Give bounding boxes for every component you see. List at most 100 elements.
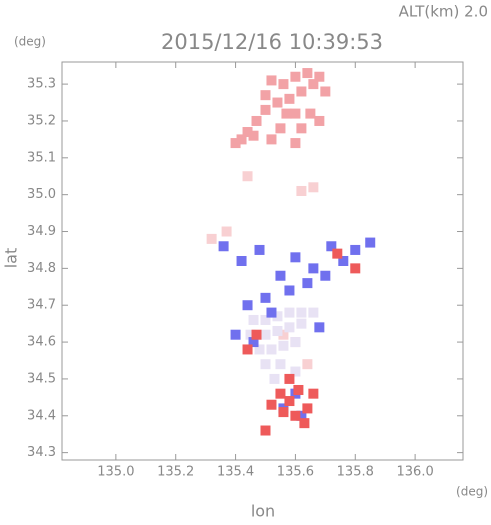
y-tick-label: 35.2	[27, 113, 56, 128]
echo-cell	[251, 115, 262, 126]
echo-cell	[275, 359, 286, 370]
echo-cell	[308, 182, 319, 193]
plot-frame	[61, 61, 464, 461]
echo-cell	[284, 93, 295, 104]
y-tick-label: 34.6	[27, 335, 56, 350]
x-unit: (deg)	[456, 485, 488, 499]
echo-cell	[284, 322, 295, 333]
x-tick-label: 135.2	[157, 465, 194, 480]
echo-cell	[230, 138, 241, 149]
echo-cell	[278, 340, 289, 351]
echo-cell	[314, 115, 325, 126]
echo-cell	[266, 399, 277, 410]
echo-cell	[260, 104, 271, 115]
echo-cell	[290, 337, 301, 348]
y-tick-label: 34.5	[27, 371, 56, 386]
echo-cell	[260, 329, 271, 340]
echo-cell	[251, 329, 262, 340]
y-label: lat	[2, 248, 21, 269]
y-tick-label: 35.0	[27, 187, 56, 202]
echo-cell	[308, 307, 319, 318]
echo-cell	[260, 292, 271, 303]
echo-cell	[305, 108, 316, 119]
echo-cell	[293, 384, 304, 395]
echo-cell	[296, 123, 307, 134]
echo-cell	[302, 68, 313, 79]
echo-cell	[266, 344, 277, 355]
echo-cell	[275, 270, 286, 281]
subtitle: ALT(km) 2.0	[399, 3, 488, 21]
echo-cell	[296, 318, 307, 329]
x-tick-label: 135.6	[277, 465, 314, 480]
echo-cell	[260, 359, 271, 370]
echo-cell	[221, 226, 232, 237]
echo-cell	[350, 244, 361, 255]
y-tick-label: 34.3	[27, 445, 56, 460]
y-unit: (deg)	[14, 35, 46, 49]
echo-cell	[206, 233, 217, 244]
echo-cell	[275, 123, 286, 134]
y-tick-label: 34.7	[27, 298, 56, 313]
x-tick-label: 135.8	[337, 465, 374, 480]
echo-cell	[269, 373, 280, 384]
echo-cell	[254, 344, 265, 355]
echo-cell	[266, 307, 277, 318]
echo-cell	[278, 329, 289, 340]
echo-cell	[248, 337, 259, 348]
echo-cell	[296, 86, 307, 97]
y-tick-label: 35.3	[27, 77, 56, 92]
echo-cell	[296, 410, 307, 421]
echo-cell	[260, 90, 271, 101]
y-tick-label: 34.8	[27, 261, 56, 276]
echo-cell	[308, 263, 319, 274]
echo-cell	[266, 134, 277, 145]
echo-cell	[242, 171, 253, 182]
echo-cell	[272, 97, 283, 108]
echo-cell	[290, 366, 301, 377]
echo-cell	[302, 359, 313, 370]
echo-cell	[308, 388, 319, 399]
echo-cell	[230, 329, 241, 340]
echo-cell	[296, 185, 307, 196]
x-tick-label: 136.0	[397, 465, 434, 480]
echo-cell	[281, 108, 292, 119]
echo-cell	[272, 311, 283, 322]
echo-cell	[278, 79, 289, 90]
echo-cell	[248, 314, 259, 325]
echo-cell	[284, 373, 295, 384]
echo-cell	[236, 134, 247, 145]
echo-cell	[272, 326, 283, 337]
echo-cell	[218, 241, 229, 252]
echo-cell	[242, 344, 253, 355]
echo-cell	[299, 418, 310, 429]
echo-cell	[332, 248, 343, 259]
chart-title: 2015/12/16 10:39:53	[161, 30, 383, 54]
echo-cell	[284, 307, 295, 318]
x-tick-label: 135.4	[217, 465, 254, 480]
echo-cell	[320, 270, 331, 281]
echo-cell	[284, 285, 295, 296]
echo-cell	[338, 256, 349, 266]
echo-cell	[290, 71, 301, 82]
echo-cell	[290, 252, 301, 263]
echo-cell	[278, 407, 289, 418]
echo-cell	[314, 322, 325, 333]
echo-cell	[242, 300, 253, 311]
x-label: lon	[251, 502, 275, 521]
echo-cell	[290, 138, 301, 149]
y-tick-label: 35.1	[27, 150, 56, 165]
echo-cell	[248, 130, 259, 141]
echo-cell	[284, 396, 295, 407]
echo-cell	[302, 403, 313, 414]
y-tick-label: 34.9	[27, 224, 56, 239]
echo-cell	[302, 278, 313, 289]
echo-cell	[245, 329, 256, 340]
echo-cell	[266, 75, 277, 86]
echo-cell	[326, 241, 337, 252]
echo-cell	[296, 307, 307, 318]
echo-cell	[236, 256, 247, 266]
echo-cell	[308, 79, 319, 90]
echo-cell	[242, 127, 253, 138]
echo-cell	[320, 86, 331, 97]
